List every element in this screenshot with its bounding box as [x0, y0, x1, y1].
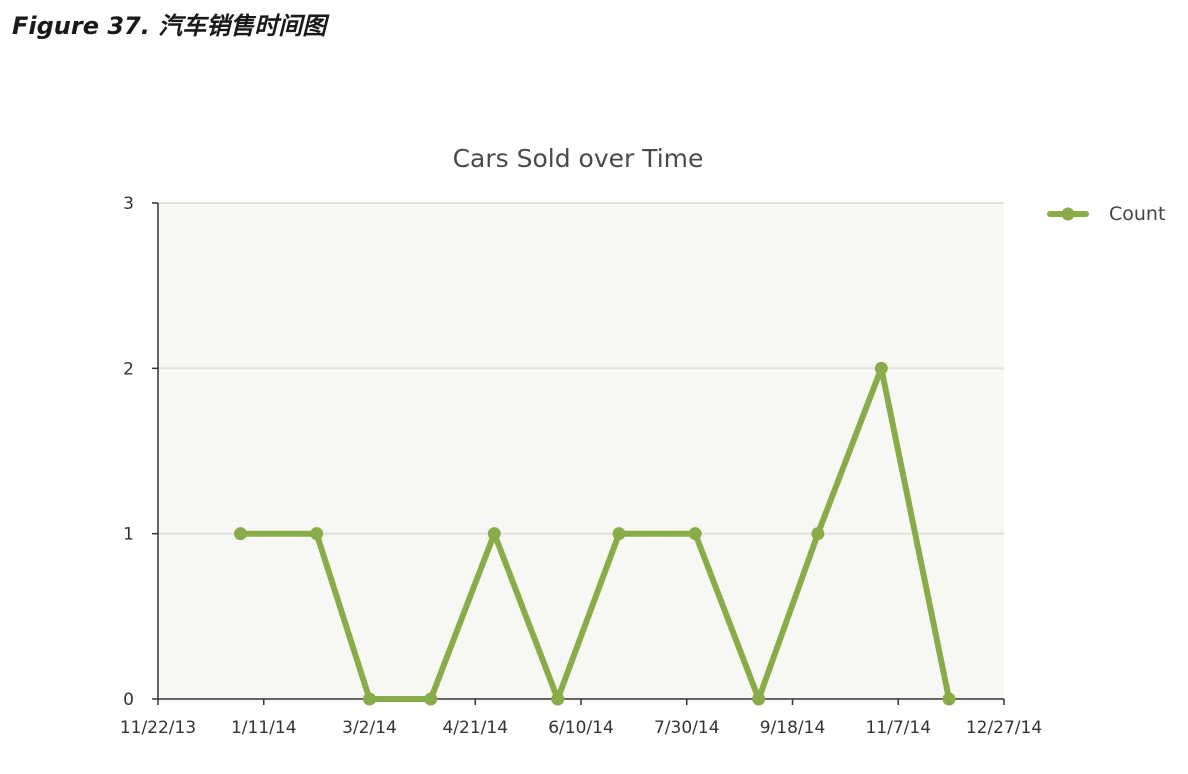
x-tick-label: 6/10/14 [548, 718, 614, 738]
legend: Count [1047, 203, 1165, 225]
x-tick-label: 12/27/14 [966, 718, 1042, 738]
data-point [310, 527, 324, 541]
plot-background [158, 203, 1004, 699]
data-point [688, 527, 702, 541]
chart-title: Cars Sold over Time [453, 144, 704, 173]
data-point [551, 692, 565, 706]
x-tick-label: 9/18/14 [760, 718, 826, 738]
data-point [874, 361, 888, 375]
y-tick-label: 1 [123, 525, 134, 545]
x-tick-label: 7/30/14 [654, 718, 720, 738]
x-tick-label: 11/7/14 [865, 718, 931, 738]
data-point [363, 692, 376, 706]
figure-caption: Figure 37. 汽车销售时间图 [12, 12, 327, 40]
y-ticks: 0 1 2 3 [123, 194, 158, 710]
y-tick-label: 2 [123, 359, 134, 379]
data-point [752, 692, 766, 706]
x-tick-label: 4/21/14 [442, 718, 508, 738]
data-point [487, 527, 501, 541]
data-point [233, 527, 247, 541]
data-point [811, 527, 825, 541]
series-line [237, 365, 952, 702]
series-count [233, 361, 956, 706]
y-tick-label: 3 [123, 194, 134, 214]
y-tick-label: 0 [123, 690, 134, 710]
data-point [612, 527, 626, 541]
legend-swatch-marker [1061, 207, 1075, 221]
x-tick-label: 11/22/13 [120, 718, 196, 738]
data-point [942, 692, 956, 706]
x-ticks: 11/22/13 1/11/14 3/2/14 4/21/14 6/10/14 7/30/… [120, 699, 1042, 738]
data-point [424, 692, 438, 706]
legend-label: Count [1109, 203, 1165, 225]
x-tick-label: 3/2/14 [342, 718, 397, 738]
x-tick-label: 1/11/14 [231, 718, 297, 738]
